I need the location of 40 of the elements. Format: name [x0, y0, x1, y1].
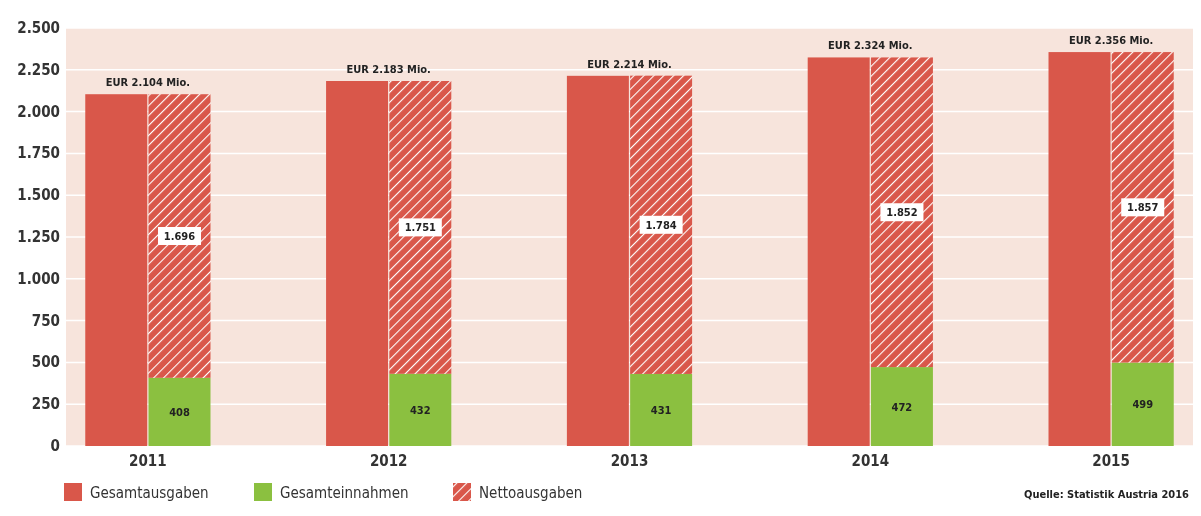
y-tick-label: 500	[31, 353, 60, 372]
bar	[389, 373, 452, 446]
total-label: EUR 2.183 Mio.	[346, 63, 431, 76]
y-tick-label: 2.500	[17, 19, 60, 37]
y-tick-label: 1.000	[17, 269, 60, 288]
y-tick-label: 2.250	[17, 60, 60, 79]
data-label: 431	[650, 403, 672, 417]
x-tick-label: 2013	[610, 452, 649, 470]
data-label: 1.784	[645, 218, 677, 232]
y-tick-label: 1.250	[17, 228, 60, 246]
data-label: 408	[169, 405, 190, 419]
data-label: 1.852	[886, 206, 918, 220]
data-label: 1.696	[163, 230, 196, 243]
data-label: 432	[409, 403, 431, 417]
y-tick-label: 750	[31, 311, 60, 330]
legend-label: Gesamtausgaben	[90, 484, 209, 502]
bar	[1111, 362, 1174, 446]
total-label: EUR 2.324 Mio.	[828, 39, 913, 53]
legend-label: Gesamteinnahmen	[280, 484, 409, 502]
data-label: 1.857	[1127, 201, 1159, 215]
total-label: EUR 2.104 Mio.	[105, 76, 191, 90]
x-tick-label: 2012	[369, 452, 408, 470]
y-tick-label: 1.750	[17, 144, 60, 163]
y-tick-label: 2.000	[17, 102, 60, 121]
x-tick-label: 2011	[129, 452, 167, 470]
data-label: 499	[1132, 398, 1154, 412]
legend-label: Nettoausgaben	[479, 484, 583, 502]
y-tick-label: 0	[50, 437, 60, 455]
x-tick-label: 2014	[851, 452, 890, 470]
bar	[148, 377, 211, 446]
y-tick-label: 250	[31, 395, 60, 414]
data-label: 1.751	[404, 221, 437, 235]
total-label: EUR 2.214 Mio.	[587, 57, 672, 71]
total-label: EUR 2.356 Mio.	[1068, 34, 1154, 48]
y-tick-label: 1.500	[17, 186, 60, 205]
x-tick-label: 2015	[1092, 452, 1130, 470]
data-label: 472	[891, 400, 913, 414]
bar	[630, 373, 693, 446]
source-note: Quelle: Statistik Austria 2016	[1023, 488, 1190, 501]
bar	[870, 367, 933, 446]
